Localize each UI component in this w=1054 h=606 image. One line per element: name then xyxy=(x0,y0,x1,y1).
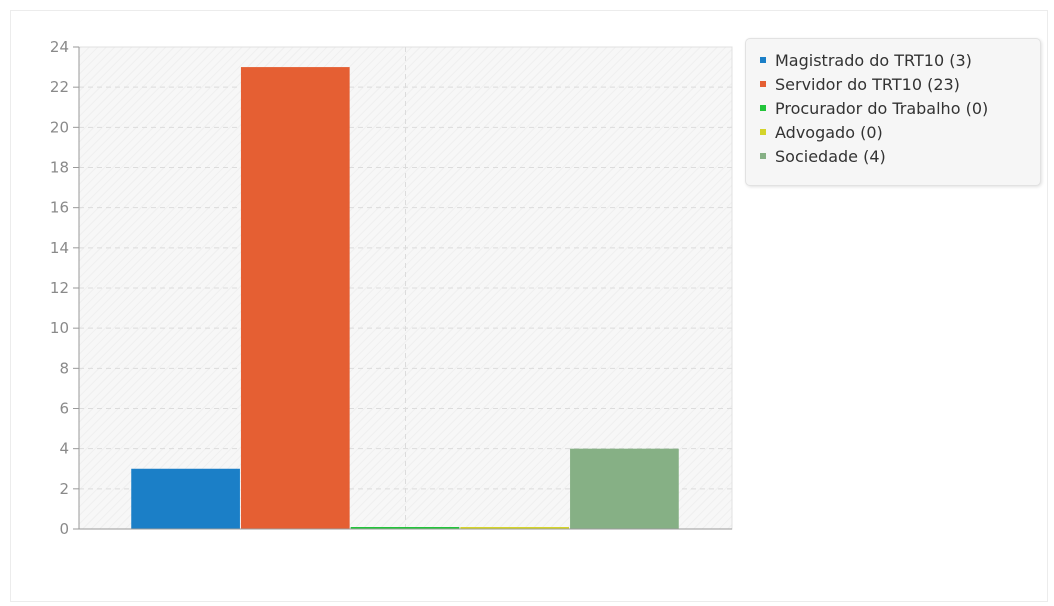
y-tick-label: 14 xyxy=(50,239,69,257)
legend-label: Servidor do TRT10 (23) xyxy=(775,74,960,94)
y-tick-label: 10 xyxy=(50,319,69,337)
bar xyxy=(570,448,679,529)
legend-label: Procurador do Trabalho (0) xyxy=(775,98,989,118)
legend-swatch xyxy=(760,153,766,159)
y-tick-label: 24 xyxy=(50,38,69,56)
y-tick-label: 20 xyxy=(50,118,69,136)
legend-item[interactable]: Advogado (0) xyxy=(760,120,1040,144)
legend-item[interactable]: Sociedade (4) xyxy=(760,144,1040,168)
legend-swatch xyxy=(760,81,766,87)
legend-label: Magistrado do TRT10 (3) xyxy=(775,50,972,70)
legend-swatch xyxy=(760,129,766,135)
bar xyxy=(240,67,350,529)
bar xyxy=(350,527,460,529)
y-tick-label: 8 xyxy=(59,359,69,377)
legend-item[interactable]: Servidor do TRT10 (23) xyxy=(760,72,1040,96)
legend-item[interactable]: Procurador do Trabalho (0) xyxy=(760,96,1040,120)
y-tick-label: 0 xyxy=(59,520,69,538)
legend-label: Advogado (0) xyxy=(775,122,883,142)
y-tick-label: 18 xyxy=(50,159,69,177)
y-tick-label: 16 xyxy=(50,199,69,217)
legend-swatch xyxy=(760,105,766,111)
y-tick-label: 4 xyxy=(59,440,69,458)
y-tick-label: 22 xyxy=(50,78,69,96)
legend-swatch xyxy=(760,57,766,63)
bar xyxy=(131,468,240,529)
legend-item[interactable]: Magistrado do TRT10 (3) xyxy=(760,48,1040,72)
y-tick-label: 12 xyxy=(50,279,69,297)
bar xyxy=(460,527,570,529)
y-tick-label: 2 xyxy=(59,480,69,498)
legend-label: Sociedade (4) xyxy=(775,146,886,166)
legend: Magistrado do TRT10 (3) Servidor do TRT1… xyxy=(745,38,1041,186)
y-tick-label: 6 xyxy=(59,400,69,418)
